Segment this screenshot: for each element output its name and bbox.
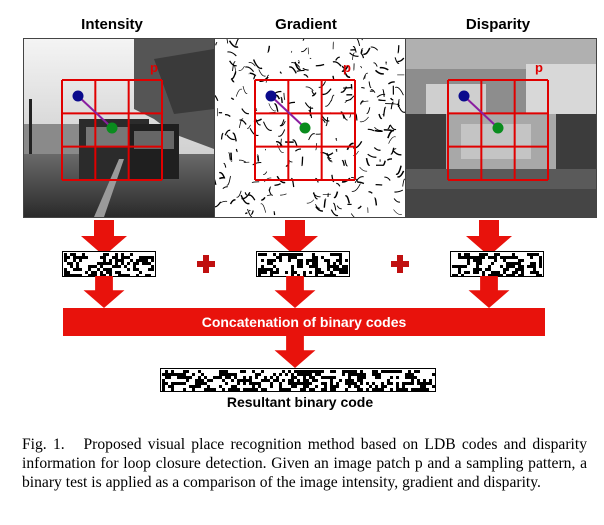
down-arrow-disparity [466,220,512,256]
down-arrow-disparity-2 [468,276,510,308]
patch-label-disparity: p [535,60,543,75]
patch-label-gradient: p [343,60,351,75]
plus-icon [197,255,215,273]
down-arrow-result [274,336,316,368]
resultant-label: Resultant binary code [226,394,374,410]
sampling-grid-overlay [61,79,549,181]
caption-text: Proposed visual place recognition method… [22,436,588,491]
intensity-image [23,38,215,218]
down-arrow-intensity-2 [83,276,125,308]
plus-icon [391,255,409,273]
resultant-binary-code [160,368,436,392]
concatenation-label: Concatenation of binary codes [201,314,407,330]
concatenation-bar: Concatenation of binary codes [63,308,545,336]
down-arrow-intensity [81,220,127,256]
down-arrow-gradient-2 [274,276,316,308]
panel-title-intensity: Intensity [81,16,143,33]
binary-code-intensity [62,251,156,277]
binary-code-disparity [450,251,544,277]
down-arrow-gradient [272,220,318,256]
patch-label-intensity: p [150,60,158,75]
binary-code-gradient [256,251,350,277]
panel-title-disparity: Disparity [465,16,531,33]
figure-caption: Fig. 1. Proposed visual place recognitio… [22,435,587,492]
caption-label: Fig. 1. [22,436,65,453]
panel-title-gradient: Gradient [275,16,337,33]
